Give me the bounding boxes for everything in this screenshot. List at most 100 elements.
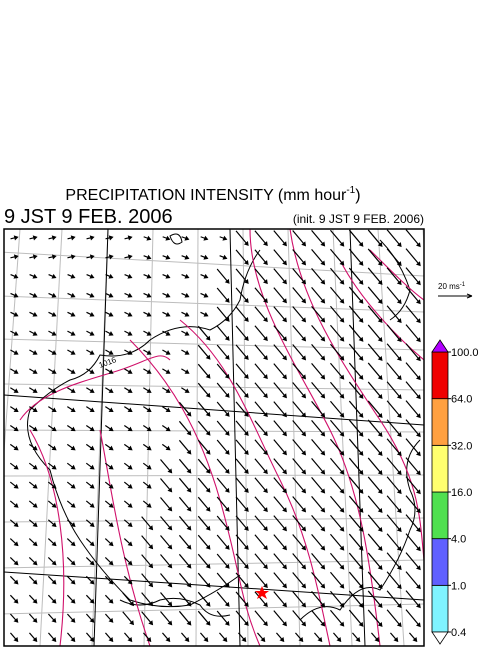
wind-arrow: [29, 349, 38, 355]
wind-arrow: [197, 591, 211, 607]
wind-arrow: [254, 363, 268, 380]
wind-arrow: [181, 349, 190, 355]
wind-arrow: [311, 590, 326, 608]
wind-arrow: [330, 476, 345, 494]
wind-arrow: [85, 594, 95, 604]
wind-arrow: [123, 424, 133, 432]
wind-arrow: [104, 632, 114, 643]
wind-arrow: [216, 287, 230, 303]
wind-arrow: [197, 458, 211, 474]
wind-arrow: [216, 420, 230, 436]
wind-arrow: [256, 632, 266, 643]
wind-arrow: [178, 477, 192, 493]
wind-arrow: [66, 500, 76, 508]
wind-arrow: [28, 500, 38, 508]
wind-arrow: [160, 497, 173, 512]
wind-arrow: [162, 273, 171, 279]
wind-arrow: [405, 400, 421, 419]
wind-arrow: [367, 571, 383, 589]
wind-arrow: [181, 311, 190, 317]
wind-arrow: [235, 458, 249, 474]
wind-arrow: [235, 553, 249, 569]
wind-arrow: [86, 292, 95, 298]
wind-arrow: [235, 401, 249, 417]
wind-arrow: [197, 477, 211, 493]
wind-arrow: [143, 406, 152, 413]
wind-arrow: [273, 363, 287, 380]
wind-arrow: [254, 306, 268, 323]
wind-arrow: [330, 609, 345, 627]
wind-arrow: [161, 443, 171, 451]
wind-arrow: [332, 632, 342, 643]
wind-arrow: [311, 514, 326, 532]
wind-arrow: [160, 592, 173, 607]
colorbar-tick-label: 32.0: [451, 440, 472, 452]
wind-arrow: [10, 349, 19, 355]
wind-arrow: [47, 538, 57, 547]
wind-arrow: [216, 610, 230, 626]
wind-arrow: [67, 387, 76, 393]
wind-arrow: [143, 368, 152, 374]
wind-arrow: [330, 514, 345, 532]
wind-arrow: [29, 368, 38, 374]
wind-arrow: [48, 235, 57, 241]
wind-arrow: [197, 572, 211, 588]
wind-arrow: [273, 591, 287, 608]
wind-arrow: [48, 406, 57, 413]
wind-arrow: [254, 591, 268, 608]
wind-arrow: [160, 611, 173, 626]
wind-arrow: [330, 267, 345, 285]
scale-exponent: -1: [460, 282, 466, 288]
wind-arrow: [330, 590, 345, 608]
wind-arrow: [85, 443, 95, 451]
wind-arrow: [348, 552, 364, 570]
wind-arrow: [197, 344, 211, 360]
wind-arrow: [178, 515, 192, 531]
colorbar-tick-label: 16.0: [451, 487, 472, 499]
wind-arrow: [235, 534, 249, 550]
wind-arrow: [85, 500, 95, 508]
wind-arrow: [162, 349, 171, 355]
wind-arrow: [28, 443, 38, 451]
title-end: ): [355, 187, 360, 204]
valid-time: 9 JST 9 FEB. 2006: [4, 206, 173, 228]
wind-arrow: [197, 610, 211, 626]
wind-arrow: [48, 330, 57, 336]
wind-arrow: [292, 287, 307, 304]
colorbar-segment: [431, 538, 449, 586]
wind-arrow: [86, 330, 95, 336]
wind-arrow: [254, 553, 268, 570]
wind-arrow: [292, 420, 307, 437]
wind-arrow: [292, 496, 307, 513]
wind-arrow: [66, 481, 76, 489]
wind-arrow: [66, 538, 76, 547]
wind-arrow: [200, 273, 209, 279]
wind-arrow: [104, 538, 114, 547]
wind-arrow: [292, 610, 307, 627]
wind-arrow: [124, 254, 133, 260]
wind-arrow: [104, 594, 114, 604]
wind-arrow: [216, 344, 230, 360]
wind-arrow: [292, 306, 307, 323]
wind-arrow: [311, 609, 326, 627]
wind-arrow: [124, 406, 133, 413]
wind-arrow: [311, 533, 326, 551]
wind-arrow: [105, 349, 114, 355]
wind-arrow: [292, 458, 307, 475]
wind-arrow: [10, 330, 19, 336]
wind-arrow: [28, 424, 38, 432]
wind-arrow: [292, 268, 307, 285]
wind-arrow: [123, 462, 133, 470]
wind-arrow: [178, 610, 192, 626]
wind-arrow: [47, 481, 57, 489]
wind-arrow: [219, 254, 228, 260]
wind-arrow: [311, 400, 326, 418]
wind-arrow: [85, 481, 95, 489]
wind-arrow: [348, 400, 364, 418]
wind-arrow: [367, 286, 383, 304]
wind-arrow: [235, 268, 249, 284]
wind-arrow: [142, 500, 152, 508]
wind-arrow: [86, 254, 95, 260]
wind-arrow: [216, 515, 230, 531]
wind-arrow: [200, 235, 209, 241]
